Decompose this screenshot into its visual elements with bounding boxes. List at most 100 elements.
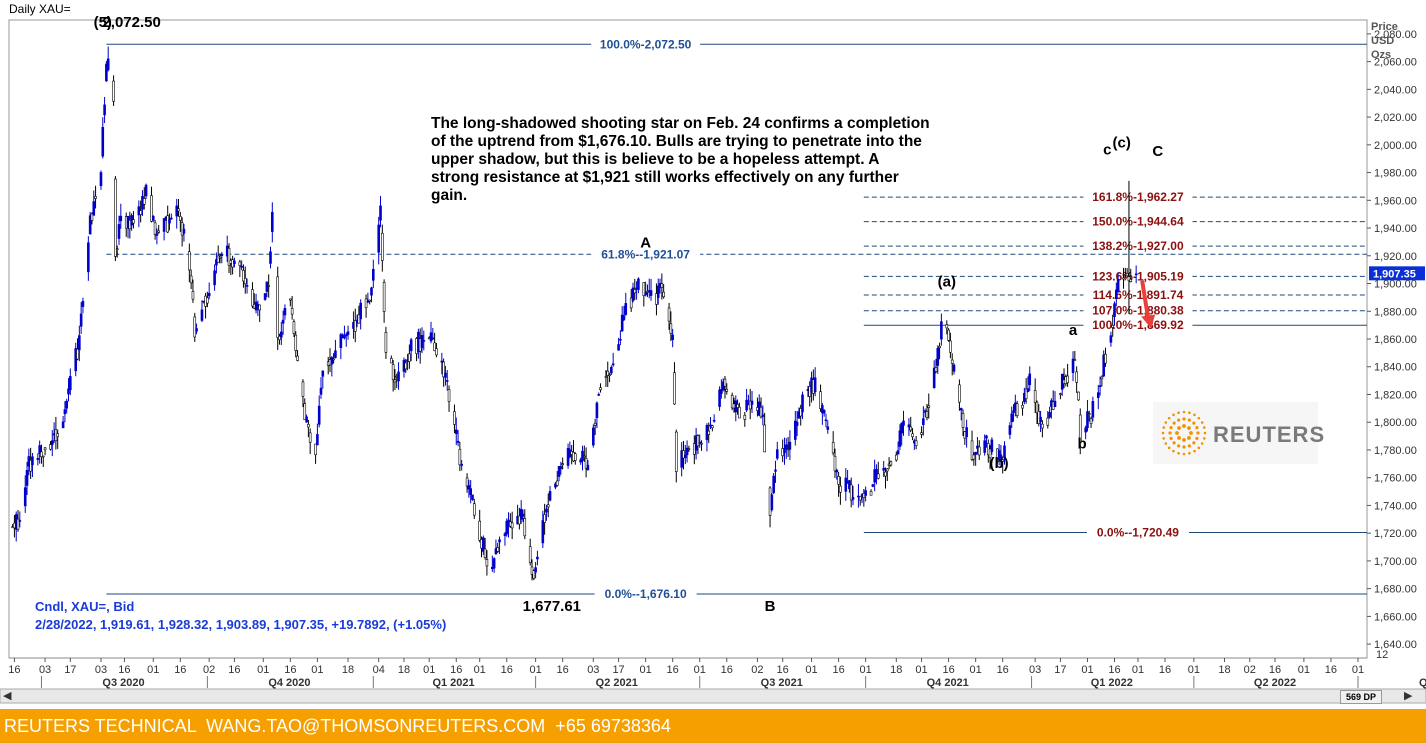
scroll-right-arrow-icon[interactable]: ▶: [1404, 689, 1413, 702]
candle-body: [1015, 403, 1019, 416]
wave-label: (a): [938, 273, 956, 290]
candle-body: [78, 335, 81, 351]
candle-body: [453, 411, 456, 425]
candle-body: [308, 432, 312, 443]
candle-body: [1084, 427, 1087, 433]
candle-body: [736, 404, 739, 408]
candle-body: [687, 448, 691, 450]
reuters-logo: REUTERS: [1153, 402, 1324, 464]
candle-body: [41, 455, 45, 458]
fib-level-label: 100.0%-2,072.50: [600, 37, 692, 51]
date-axis: 16 03 17 03 16 01 16 02 16 01 16 01 18 04 18 01 16 01 16 01…: [0, 657, 1426, 704]
quarter-label: Q2 2021: [596, 677, 638, 689]
candle-body: [281, 319, 285, 324]
candle-body: [290, 307, 294, 315]
price-axis-title: Price USD Ozs: [1371, 20, 1421, 62]
candle-body: [624, 303, 628, 315]
candle-body: [314, 443, 317, 456]
candle-body: [471, 494, 474, 500]
x-tick-label: 02: [203, 664, 215, 676]
candle-body: [592, 427, 595, 446]
candle-body: [168, 219, 171, 224]
candle-body: [1059, 393, 1062, 395]
candle-body: [105, 63, 108, 82]
candle-body: [656, 285, 660, 298]
candle-body: [1001, 459, 1005, 462]
x-tick-label: 17: [612, 664, 624, 676]
candle-body: [296, 355, 299, 361]
candle-body: [869, 491, 873, 496]
scroll-left-arrow-icon[interactable]: ◀: [3, 689, 12, 702]
candle-body: [377, 224, 381, 253]
candle-body: [460, 463, 463, 466]
candle-body: [711, 425, 714, 429]
logo-dot: [1172, 441, 1176, 445]
candle-body: [545, 508, 548, 513]
candle-body: [851, 497, 855, 500]
plot-area-border: [8, 19, 1368, 659]
y-tick-label: 1,720.00: [1374, 528, 1417, 540]
candle-body: [611, 363, 615, 366]
x-tick-label: 01: [147, 664, 159, 676]
candle-body: [371, 268, 375, 281]
candle-body: [655, 293, 658, 305]
logo-dot: [1188, 451, 1191, 455]
candle-body: [301, 381, 305, 397]
quarter-label: Q4 2020: [268, 677, 310, 689]
logo-dot: [1169, 426, 1173, 430]
candle-body: [319, 387, 323, 395]
candle-body: [985, 435, 988, 439]
x-tick-label: 02: [1244, 664, 1256, 676]
current-price-label: 1,907.35: [1373, 268, 1416, 280]
candle-body: [332, 358, 335, 361]
candle-body: [637, 278, 640, 290]
candle-body: [584, 458, 588, 469]
candle-body: [305, 416, 308, 423]
candle-body: [849, 484, 853, 501]
candle-body: [1003, 445, 1006, 458]
candle-body: [444, 372, 447, 378]
x-tick-label: 16: [557, 664, 569, 676]
logo-dot: [1182, 438, 1186, 442]
instrument-info-line-2: 2/28/2022, 1,919.61, 1,928.32, 1,903.89,…: [35, 617, 447, 632]
x-tick-label: 03: [95, 664, 107, 676]
candle-body: [321, 370, 325, 377]
candle-body: [1091, 401, 1095, 418]
candle-body: [179, 216, 182, 221]
candle-body: [157, 230, 160, 233]
candle-body: [619, 338, 622, 341]
candle-body: [303, 403, 307, 420]
logo-dot: [1175, 431, 1179, 435]
y-tick-label: 1,960.00: [1374, 195, 1417, 207]
logo-dot: [1177, 426, 1181, 430]
y-tick-label: 1,660.00: [1374, 611, 1417, 623]
candle-body: [920, 432, 923, 435]
horizontal-scrollbar: [0, 688, 1426, 704]
candle-body: [925, 411, 929, 418]
zoom-badge[interactable]: 569 DP: [1340, 690, 1382, 704]
candle-body: [119, 215, 123, 222]
candle-body: [422, 340, 426, 342]
candlestick-series: [11, 46, 1138, 581]
candle-body: [1075, 371, 1078, 383]
fib-label-background: [1083, 287, 1193, 301]
candle-body: [833, 455, 837, 472]
y-tick-label: 1,820.00: [1374, 389, 1417, 401]
candle-body: [909, 426, 913, 431]
candle-body: [23, 487, 27, 507]
logo-dot: [1168, 431, 1172, 435]
x-tick-label: 03: [39, 664, 51, 676]
logo-dot: [1177, 418, 1181, 422]
candle-body: [775, 449, 779, 459]
price-axis: 1,640.00 1,660.00 1,680.00 1,700.00 1,720.00…: [1367, 29, 1417, 661]
x-tick-label: 04: [373, 664, 385, 676]
candle-body: [364, 298, 368, 309]
x-tick-label: 18: [890, 664, 902, 676]
logo-dot: [1195, 426, 1199, 430]
fib-level-label: 0.0%--1,720.49: [1097, 525, 1179, 539]
candle-body: [532, 570, 536, 579]
logo-dot: [1193, 413, 1196, 417]
candle-body: [593, 422, 597, 426]
candle-body: [972, 454, 976, 460]
candle-body: [1087, 413, 1091, 415]
